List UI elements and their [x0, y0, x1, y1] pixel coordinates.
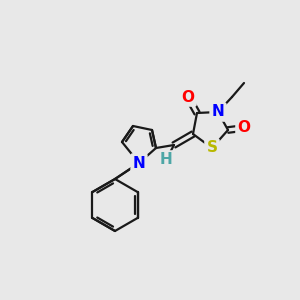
Text: O: O — [238, 121, 250, 136]
Text: O: O — [182, 89, 194, 104]
Text: H: H — [160, 152, 172, 167]
Text: N: N — [212, 104, 224, 119]
Text: S: S — [206, 140, 218, 155]
Text: N: N — [133, 155, 146, 170]
